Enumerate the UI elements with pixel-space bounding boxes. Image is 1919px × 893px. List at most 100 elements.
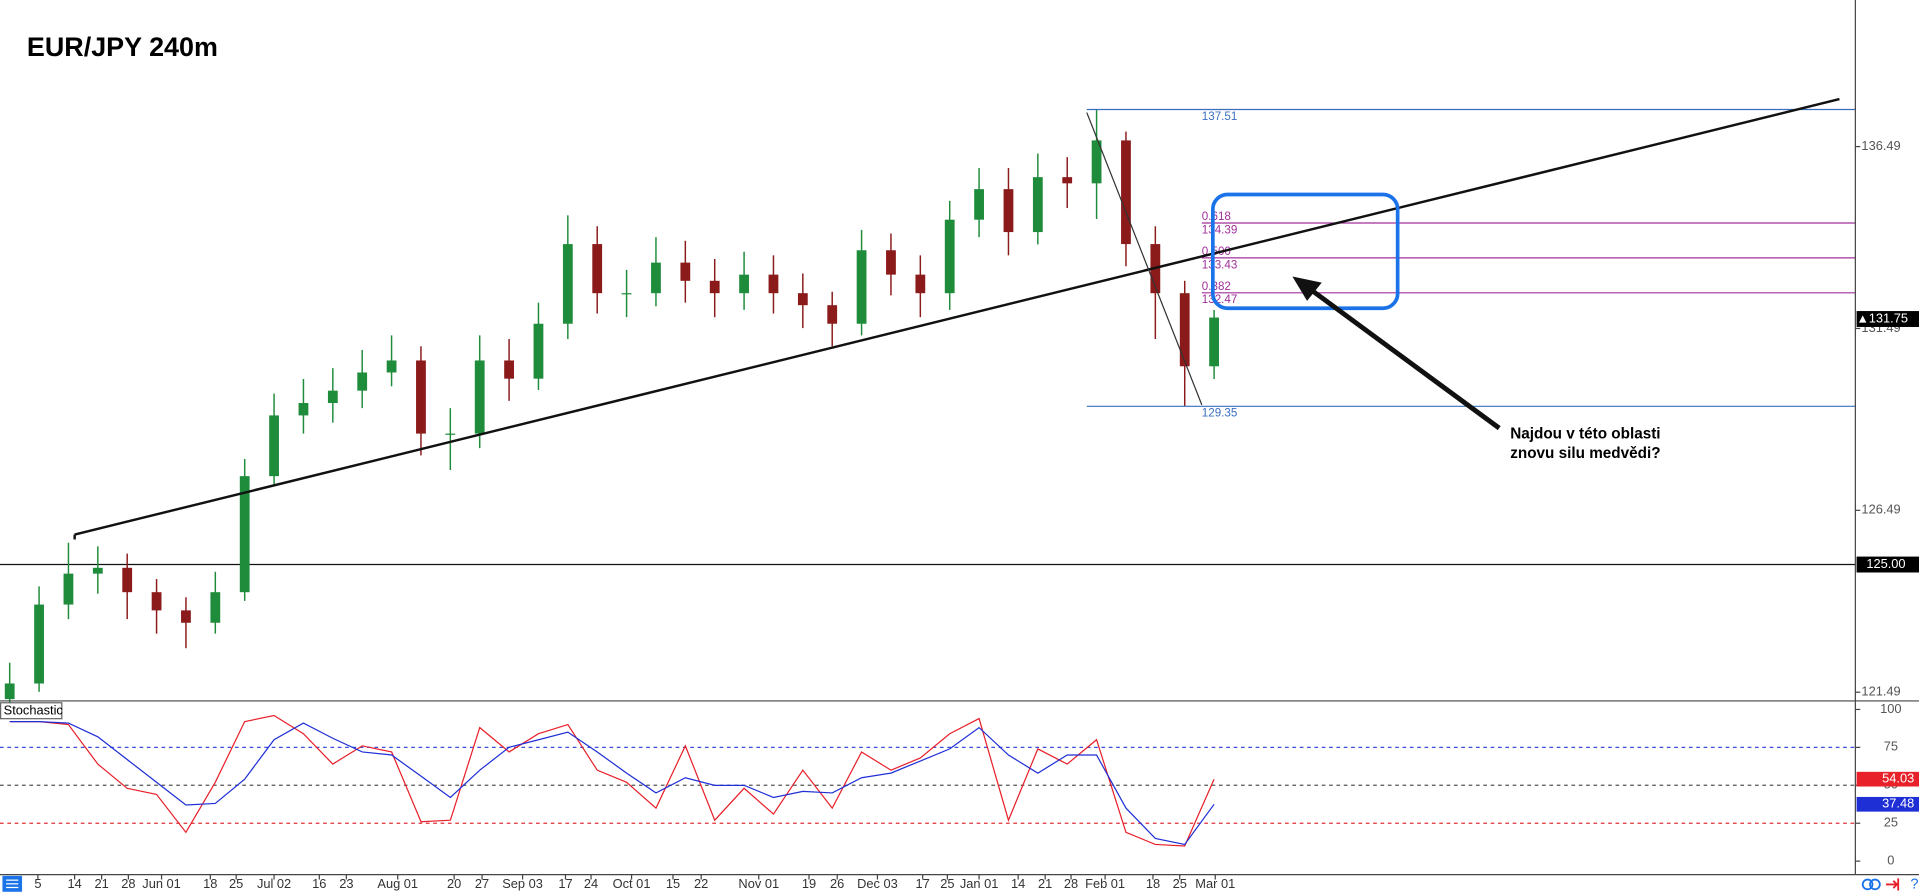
stochastic-line (9, 721, 1215, 846)
x-tick-label: 28 (1064, 876, 1078, 891)
candle-body (151, 592, 162, 611)
x-tick-label: Mar 01 (1195, 876, 1235, 891)
x-tick-label: Oct 01 (613, 876, 651, 891)
x-tick-label: 28 (121, 876, 135, 891)
candle-body (327, 390, 338, 404)
x-tick-label: 24 (584, 876, 598, 891)
x-tick-label: 18 (1146, 876, 1160, 891)
x-tick-label: 17 (916, 876, 930, 891)
candle-body (621, 293, 632, 295)
x-tick-label: 25 (1173, 876, 1187, 891)
candle-body (210, 592, 221, 623)
candle-body (1062, 177, 1073, 184)
candle-body (797, 293, 808, 306)
y-tick-label: 25 (1884, 815, 1898, 830)
go-to-end-icon[interactable] (1885, 878, 1900, 891)
candle-body (944, 219, 955, 294)
x-tick-label: 5 (34, 876, 41, 891)
fib-ratio: 0.382 (1202, 280, 1231, 293)
candle-body (269, 415, 279, 477)
trendline (74, 97, 1840, 536)
x-tick-label: Feb 01 (1085, 876, 1125, 891)
candle-body (298, 403, 309, 416)
x-tick-label: 16 (312, 876, 326, 891)
arrow-head (1292, 276, 1322, 301)
price-tag (1856, 556, 1919, 573)
candle-body (181, 610, 191, 623)
candle-body (4, 683, 15, 700)
x-tick-label: Nov 01 (738, 876, 779, 891)
candle-body (1209, 317, 1219, 367)
candle-body (592, 244, 603, 294)
fib-ratio: 0.618 (1202, 210, 1231, 223)
annotation: znovu silu medvědi? (1510, 445, 1660, 462)
y-tick-label: 75 (1884, 739, 1898, 754)
y-tick-label: 100 (1880, 701, 1901, 716)
candle-body (856, 250, 867, 324)
candle-body (886, 250, 896, 275)
value-tag (1856, 796, 1919, 812)
fib-price: 132.47 (1202, 293, 1238, 306)
candle-body (680, 262, 691, 281)
fib-label: 129.35 (1202, 407, 1238, 420)
value-tag (1856, 771, 1919, 787)
x-tick-label: 25 (229, 876, 243, 891)
x-tick-label: Jun 01 (142, 876, 181, 891)
x-tick-label: 18 (203, 876, 217, 891)
price-tag-label: 131.75 (1869, 310, 1908, 325)
fib-label: 137.51 (1202, 110, 1238, 123)
candle-body (651, 262, 661, 294)
x-tick-label: 22 (694, 876, 708, 891)
candle-body (1003, 189, 1014, 233)
x-tick-label: 27 (475, 876, 489, 891)
y-tick-label: 126.49 (1861, 502, 1900, 517)
x-tick-label: Jul 02 (257, 876, 291, 891)
candle-body (445, 433, 456, 435)
x-tick-label: 19 (802, 876, 816, 891)
x-tick-label: 17 (558, 876, 572, 891)
value-tag-label: 37.48 (1882, 796, 1914, 811)
plot-layers: 136.49131.49126.49121.49125.00137.51129.… (0, 108, 1919, 891)
candle-body (1179, 293, 1190, 367)
price-tag-label: 125.00 (1866, 556, 1905, 571)
candle-body (504, 360, 514, 379)
x-tick-label: Sep 03 (502, 876, 543, 891)
help-icon[interactable]: ? (1910, 876, 1918, 892)
indicator-label: Stochastic (4, 703, 64, 718)
candle-body (1091, 140, 1102, 184)
candle-body (739, 274, 749, 294)
candle-body (1032, 177, 1043, 233)
candle-body (386, 360, 397, 373)
candle-body (533, 323, 544, 379)
x-tick-label: 20 (447, 876, 461, 891)
candle-body (357, 372, 368, 391)
x-tick-label: Jan 01 (960, 876, 999, 891)
y-tick-label: 136.49 (1861, 138, 1900, 153)
x-tick-label: 21 (1038, 876, 1052, 891)
candle-body (709, 280, 720, 294)
x-tick-label: Dec 03 (857, 876, 898, 891)
indicator-label-box (0, 702, 63, 720)
highlight-box (1211, 192, 1400, 311)
price-tag (1856, 311, 1919, 327)
x-tick-label: 15 (666, 876, 680, 891)
candle-body (1121, 140, 1131, 245)
stochastic-line (9, 714, 1215, 847)
value-tag-label: 54.03 (1882, 771, 1914, 786)
x-tick-label: Aug 01 (377, 876, 418, 891)
x-tick-label: 21 (94, 876, 108, 891)
candle-body (239, 476, 250, 593)
fib-diagonal (1086, 112, 1203, 406)
fib-price: 134.39 (1202, 223, 1238, 236)
x-tick-label: 14 (67, 876, 81, 891)
link-icon (1869, 878, 1881, 891)
link-icon[interactable] (1861, 878, 1874, 891)
candle-body (827, 305, 838, 324)
candle-body (974, 189, 984, 220)
candle-body (562, 244, 573, 324)
x-tick-label: 25 (940, 876, 954, 891)
candle-body (122, 567, 133, 593)
